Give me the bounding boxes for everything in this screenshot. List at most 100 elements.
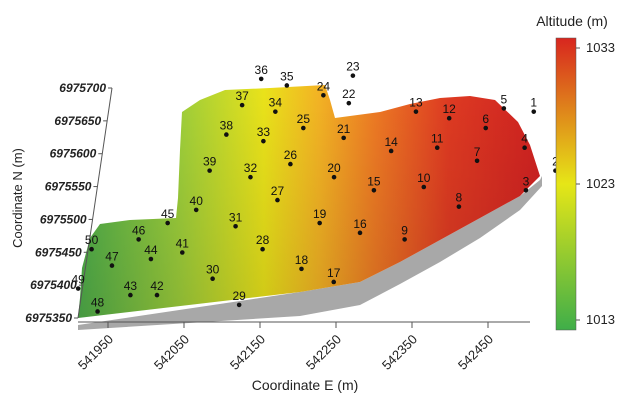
sample-point-label: 7: [474, 145, 481, 159]
sample-point-label: 40: [190, 194, 204, 208]
sample-point-label: 11: [431, 132, 444, 146]
y-tick-label: 6975500: [40, 212, 87, 226]
sample-point: [446, 115, 452, 121]
sample-point-label: 18: [295, 253, 309, 267]
sample-point: [501, 106, 507, 111]
sample-point: [531, 109, 537, 114]
sample-point: [421, 184, 427, 190]
sample-point: [523, 187, 529, 193]
sample-point: [210, 276, 215, 282]
sample-point: [248, 174, 253, 180]
sample-point-label: 23: [346, 60, 360, 74]
sample-point: [165, 220, 170, 226]
sample-point: [483, 125, 489, 131]
y-axis-ticks: 6975350 6975400 6975450 6975500 6975550 69756…: [25, 81, 112, 325]
y-axis-line: [77, 87, 113, 319]
sample-point-label: 12: [443, 102, 457, 116]
y-tick-label: 6975350: [25, 311, 72, 325]
sample-point: [331, 279, 337, 285]
sample-point-label: 3: [523, 174, 530, 188]
sample-point-label: 48: [91, 295, 105, 309]
colorbar-tick-label: 1013: [586, 312, 615, 327]
sample-point-label: 45: [161, 207, 175, 221]
sample-point-label: 8: [456, 191, 463, 205]
sample-point-label: 28: [256, 233, 270, 247]
sample-point: [275, 197, 280, 203]
sample-point: [288, 161, 293, 167]
sample-point-label: 26: [284, 148, 298, 162]
sample-point: [193, 207, 199, 213]
sample-point-label: 22: [342, 87, 356, 101]
x-axis-label: Coordinate E (m): [252, 377, 359, 393]
sample-point: [474, 158, 480, 164]
sample-point: [284, 83, 290, 88]
surface-side-wall: [78, 176, 542, 330]
sample-point: [154, 292, 160, 298]
sample-point-label: 36: [255, 63, 269, 77]
sample-points: 1234567891011121314151617181920212223242…: [71, 60, 559, 314]
x-tick-label: 542150: [227, 332, 268, 373]
sample-point: [136, 237, 141, 242]
sample-point-label: 24: [317, 79, 331, 93]
sample-point-label: 42: [150, 279, 164, 293]
sample-point: [236, 302, 242, 308]
x-tick-label: 542450: [455, 332, 496, 373]
terrain-shading: [78, 85, 540, 318]
y-tick-label: 6975700: [59, 81, 106, 95]
sample-point: [346, 100, 352, 106]
sample-point-label: 17: [327, 266, 341, 280]
sample-point-label: 5: [500, 92, 507, 106]
y-tick-label: 6975400: [30, 278, 77, 292]
sample-point-label: 46: [132, 223, 146, 237]
sample-point-label: 38: [220, 119, 234, 133]
y-tick-label: 6975650: [54, 114, 101, 128]
sample-point: [89, 246, 94, 252]
sample-point: [75, 286, 81, 291]
sample-point: [95, 309, 100, 314]
sample-point: [331, 174, 337, 180]
y-tick-label: 6975550: [45, 180, 92, 194]
sample-point: [239, 102, 245, 108]
sample-point-label: 16: [353, 217, 367, 231]
sample-point-label: 37: [235, 89, 249, 103]
sample-point-label: 29: [232, 289, 246, 303]
sample-point-label: 4: [521, 132, 528, 146]
x-tick-label: 542250: [303, 332, 344, 373]
sample-point: [258, 76, 264, 82]
sample-point: [261, 138, 266, 144]
sample-point: [260, 246, 265, 252]
sample-point: [317, 220, 322, 226]
sample-point: [357, 230, 363, 236]
sample-point-label: 39: [203, 155, 217, 169]
sample-point-label: 47: [105, 250, 119, 264]
sample-point: [207, 168, 212, 173]
y-axis-label: Coordinate N (m): [10, 148, 25, 248]
sample-point-label: 35: [280, 69, 294, 83]
sample-point-label: 20: [327, 161, 341, 175]
sample-point-label: 27: [271, 184, 285, 198]
sample-point: [224, 132, 229, 137]
sample-point: [233, 224, 238, 229]
sample-point-label: 2: [552, 155, 559, 169]
colorbar-tick-label: 1033: [586, 40, 615, 55]
sample-point: [402, 237, 407, 242]
sample-point-label: 43: [124, 279, 138, 293]
sample-point: [128, 292, 133, 298]
sample-point-label: 30: [206, 263, 220, 277]
sample-point-label: 32: [244, 161, 258, 175]
sample-point: [109, 263, 115, 268]
sample-point: [301, 125, 306, 131]
y-tick-label: 6975600: [50, 147, 97, 161]
sample-point: [371, 187, 377, 193]
sample-point-label: 14: [384, 135, 398, 149]
sample-point: [299, 266, 304, 272]
sample-point: [434, 145, 440, 150]
sample-point-label: 15: [367, 174, 381, 188]
colorbar: [555, 37, 577, 331]
sample-point-label: 19: [313, 207, 327, 221]
colorbar-ticks: 1013 1023 1033: [576, 40, 615, 327]
sample-point: [522, 145, 527, 150]
sample-point-label: 21: [337, 122, 351, 136]
sample-point-label: 1: [530, 96, 537, 110]
sample-point-label: 9: [401, 223, 408, 237]
